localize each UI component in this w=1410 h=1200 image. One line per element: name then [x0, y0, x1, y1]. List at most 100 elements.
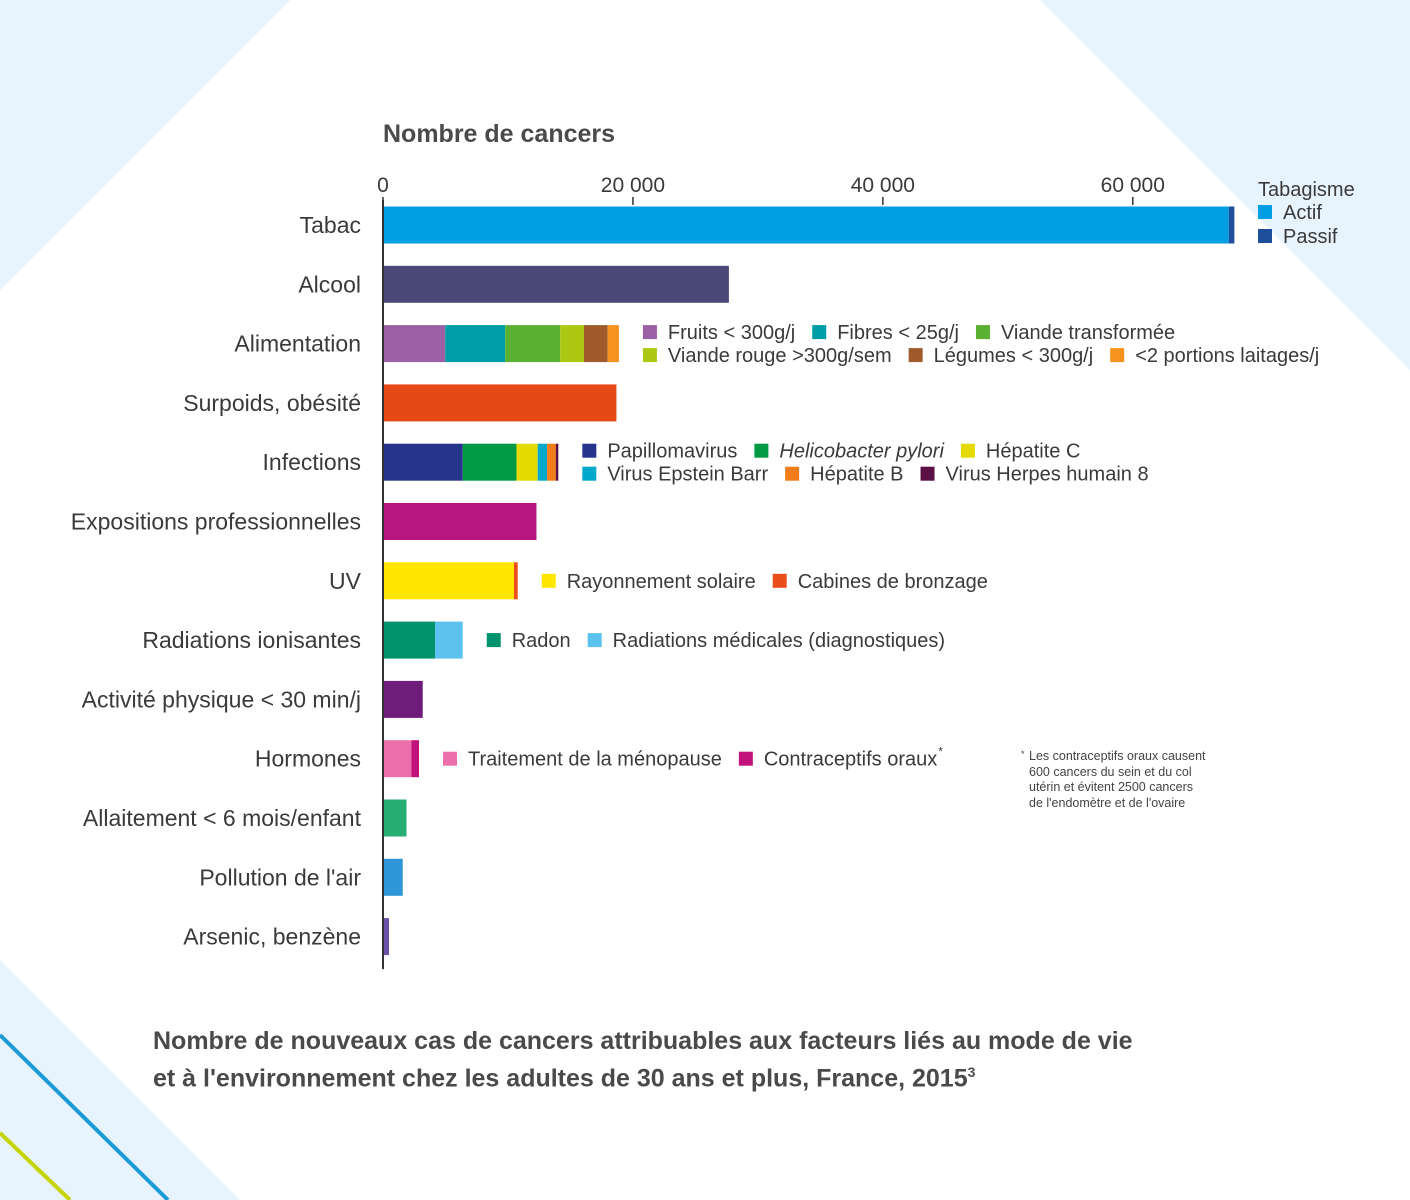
bar-infections-papillomavirus	[384, 443, 463, 481]
legend-hormones-label-traitement-de-la-menopause: Traitement de la ménopause	[468, 749, 722, 771]
legend-alimentation-label-2-portions-laitages-j: <2 portions laitages/j	[1135, 345, 1319, 367]
bar-hormones-contraceptifs-oraux	[411, 740, 419, 778]
legend-infections-swatch-helicobacter-pylori	[754, 443, 769, 458]
legend-alimentation-swatch-legumes-300g-j	[908, 348, 923, 363]
legend-tabac-swatch-passif	[1258, 229, 1272, 243]
x-tick-label: 0	[377, 174, 389, 197]
legend-infections-label-papillomavirus: Papillomavirus	[607, 441, 737, 463]
bar-arsenic-benzene-arsenic-benzene	[384, 918, 389, 956]
legend-uv-label-cabines-de-bronzage: Cabines de bronzage	[798, 571, 988, 593]
legend-tabac-label-actif: Actif	[1283, 202, 1322, 224]
legend-radiations-ionisantes-label-radiations-medicales-diagnostiques: Radiations médicales (diagnostiques)	[613, 630, 945, 652]
footnote-line-1: Les contraceptifs oraux causent	[1029, 749, 1206, 763]
legend-hormones-swatch-traitement-de-la-menopause	[442, 751, 457, 766]
top-left-light-shape	[0, 0, 290, 290]
category-label-alimentation: Alimentation	[234, 331, 361, 357]
bar-hormones-traitement-de-la-menopause	[384, 740, 412, 778]
legend-infections-label-virus-herpes-humain-8: Virus Herpes humain 8	[946, 464, 1149, 486]
bar-tabac-passif	[1228, 206, 1235, 244]
legend-alimentation-swatch-fibres-25g-j	[812, 325, 827, 340]
legend-alimentation-label-fibres-25g-j: Fibres < 25g/j	[837, 322, 959, 344]
legend-infections-label-hepatite-b: Hépatite B	[810, 464, 903, 486]
caption-reference: 3	[967, 1064, 976, 1080]
legend-infections-label-virus-epstein-barr: Virus Epstein Barr	[607, 464, 768, 486]
chart-caption: Nombre de nouveaux cas de cancers attrib…	[153, 1026, 1203, 1094]
legend-infections-label-hepatite-c: Hépatite C	[986, 441, 1081, 463]
bar-activite-physique-30-min-j-activite-physique-30-min-j	[384, 680, 423, 718]
bar-surpoids-obesite-surpoids-obesite	[384, 384, 617, 422]
legend-tabac-swatch-actif	[1258, 205, 1272, 219]
legend-hormones-label-contraceptifs-oraux: Contraceptifs oraux	[764, 749, 937, 771]
legend-tabac-label-passif: Passif	[1283, 226, 1338, 248]
legend-alimentation-label-viande-transformee: Viande transformée	[1001, 322, 1175, 344]
caption-line-2: et à l'environnement chez les adultes de…	[153, 1064, 976, 1093]
bar-alimentation-legumes-300g-j	[583, 325, 608, 363]
bar-infections-hepatite-b	[547, 443, 556, 481]
legend-uv-swatch-cabines-de-bronzage	[772, 573, 787, 588]
category-label-pollution-de-l-air: Pollution de l'air	[199, 864, 361, 890]
category-label-surpoids-obesite: Surpoids, obésité	[183, 390, 361, 416]
legend-infections-swatch-papillomavirus	[582, 443, 597, 458]
legend-radiations-ionisantes-swatch-radiations-medicales-diagnostiques	[587, 633, 602, 648]
caption-line-1: Nombre de nouveaux cas de cancers attrib…	[153, 1027, 1133, 1055]
category-label-arsenic-benzene: Arsenic, benzène	[183, 924, 361, 950]
x-tick-label: 20 000	[601, 174, 665, 197]
bar-alcool-alcool	[384, 265, 729, 303]
bar-allaitement-6-mois-enfant-allaitement-6-mois-enfant	[384, 799, 407, 837]
lime-accent-line	[0, 1131, 72, 1200]
bar-infections-helicobacter-pylori	[462, 443, 517, 481]
footnote: * Les contraceptifs oraux causent 600 ca…	[1021, 749, 1262, 811]
legend-alimentation-label-fruits-300g-j: Fruits < 300g/j	[668, 322, 795, 344]
legend-alimentation-swatch-fruits-300g-j	[642, 325, 657, 340]
bar-infections-hepatite-c	[516, 443, 538, 481]
bar-infections-virus-herpes-humain-8	[555, 443, 559, 481]
category-label-activite-physique-30-min-j: Activité physique < 30 min/j	[82, 686, 361, 712]
legend-radiations-ionisantes-swatch-radon	[486, 633, 501, 648]
bar-uv-rayonnement-solaire	[384, 562, 514, 600]
bar-alimentation-2-portions-laitages-j	[607, 325, 619, 363]
legend-hormones-sup-contraceptifs-oraux: *	[938, 745, 943, 759]
bar-pollution-de-l-air-pollution-de-l-air	[384, 858, 403, 896]
legend-tabac-title: Tabagisme	[1258, 179, 1355, 201]
footnote-marker: *	[1021, 749, 1025, 759]
legend-alimentation-label-viande-rouge-300g-sem: Viande rouge >300g/sem	[668, 345, 892, 367]
footnote-line-2: 600 cancers du sein et du col	[1029, 764, 1192, 779]
top-right-light-shape	[1040, 0, 1410, 370]
x-tick-label: 60 000	[1101, 174, 1165, 197]
legend-alimentation-swatch-2-portions-laitages-j	[1110, 348, 1125, 363]
legend-uv-swatch-rayonnement-solaire	[541, 573, 556, 588]
category-label-infections: Infections	[263, 449, 361, 475]
bar-infections-virus-epstein-barr	[537, 443, 548, 481]
bar-radiations-ionisantes-radiations-medicales-diagnostiques	[435, 621, 463, 659]
legend-alimentation-swatch-viande-transformee	[975, 325, 990, 340]
bar-alimentation-fruits-300g-j	[384, 325, 446, 363]
bar-tabac-actif	[384, 206, 1229, 244]
legend-radiations-ionisantes-label-radon: Radon	[512, 630, 571, 652]
legend-infections-swatch-virus-herpes-humain-8	[920, 466, 935, 481]
legend-alimentation-swatch-viande-rouge-300g-sem	[642, 348, 657, 363]
footnote-line-3: utérin et évitent 2500 cancers	[1029, 780, 1193, 794]
legend-infections-swatch-hepatite-b	[785, 466, 800, 481]
legend-alimentation-label-legumes-300g-j: Légumes < 300g/j	[934, 345, 1094, 367]
legend-infections-swatch-virus-epstein-barr	[582, 466, 597, 481]
blue-accent-line	[0, 1033, 170, 1200]
category-label-expositions-professionnelles: Expositions professionnelles	[71, 509, 361, 535]
category-label-alcool: Alcool	[298, 271, 361, 297]
category-label-tabac: Tabac	[300, 212, 361, 238]
bar-alimentation-fibres-25g-j	[445, 325, 506, 363]
category-label-radiations-ionisantes: Radiations ionisantes	[142, 627, 361, 653]
bar-radiations-ionisantes-radon	[384, 621, 436, 659]
category-label-uv: UV	[329, 568, 362, 594]
footnote-line-4: de l'endomètre et de l'ovaire	[1029, 795, 1186, 810]
bottom-left-light-shape	[0, 960, 240, 1200]
x-tick-label: 40 000	[851, 174, 915, 197]
chart-title: Nombre de cancers	[383, 120, 615, 148]
legend-infections-label-helicobacter-pylori: Helicobacter pylori	[779, 441, 944, 463]
legend-infections-swatch-hepatite-c	[960, 443, 975, 458]
legend-hormones-swatch-contraceptifs-oraux	[738, 751, 753, 766]
bar-expositions-professionnelles-expositions-professionnelles	[384, 503, 537, 540]
bar-uv-cabines-de-bronzage	[513, 562, 518, 600]
